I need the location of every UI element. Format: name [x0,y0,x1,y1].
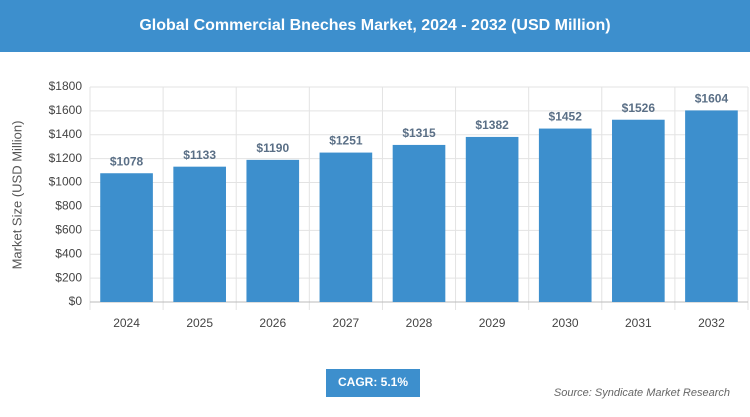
y-tick-label: $1200 [49,151,83,165]
y-tick-label: $1000 [49,175,83,189]
x-tick-label: 2026 [259,316,286,330]
x-tick-label: 2024 [113,316,140,330]
y-tick-label: $1800 [49,79,83,93]
y-axis-label: Market Size (USD Million) [9,121,24,270]
data-label: $1382 [475,118,509,132]
y-tick-label: $200 [55,270,82,284]
data-label: $1133 [183,148,216,162]
bar [173,166,226,302]
data-label: $1315 [402,126,436,140]
title-bar [0,0,750,52]
bar [392,144,446,302]
x-tick-label: 2025 [186,316,213,330]
cagr-text: CAGR: 5.1% [338,375,408,389]
y-tick-label: $1400 [49,127,83,141]
data-label: $1190 [256,141,289,155]
chart-title: Global Commercial Bneches Market, 2024 -… [139,17,610,34]
y-tick-label: $0 [69,294,83,308]
x-tick-label: 2029 [479,316,506,330]
bar [538,128,592,302]
data-label: $1604 [695,92,729,106]
data-label: $1251 [329,134,363,148]
bar [319,152,373,302]
x-tick-label: 2031 [625,316,652,330]
x-tick-label: 2027 [333,316,360,330]
cagr-badge [326,369,420,397]
x-tick-label: 2028 [406,316,433,330]
bar [612,119,665,302]
data-label: $1078 [110,154,144,168]
source-note: Source: Syndicate Market Research [554,387,730,399]
y-tick-label: $400 [55,246,82,260]
data-label: $1526 [622,101,656,115]
bar [685,110,738,303]
bar [465,136,519,302]
y-tick-label: $600 [55,223,82,237]
bar [246,159,300,302]
data-label: $1452 [549,110,583,124]
y-tick-label: $1600 [49,103,83,117]
y-tick-label: $800 [55,199,82,213]
x-tick-label: 2032 [698,316,725,330]
x-tick-label: 2030 [552,316,579,330]
bar [100,173,153,302]
